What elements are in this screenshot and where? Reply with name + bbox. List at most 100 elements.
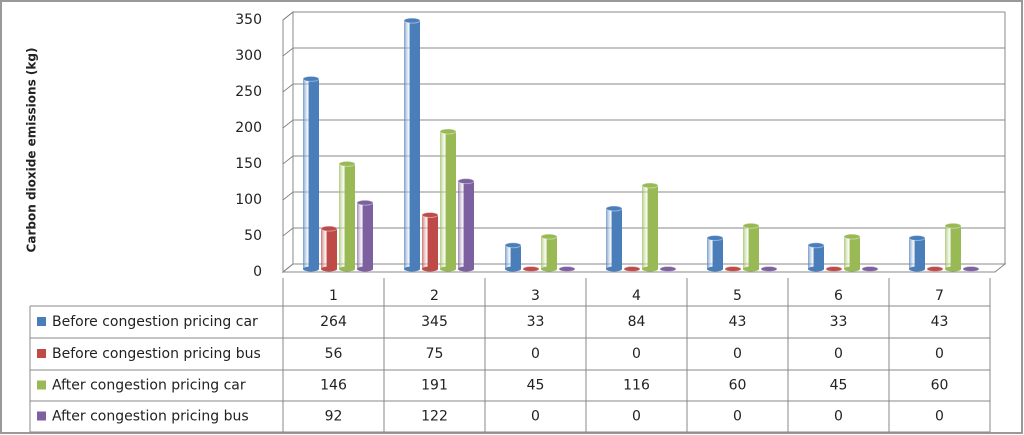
bar [844, 236, 860, 269]
bar [440, 131, 456, 269]
bar-top [926, 266, 944, 272]
grid-line [282, 155, 1005, 165]
bar [422, 215, 438, 269]
y-tick-label: 50 [244, 228, 262, 244]
bar-top [807, 242, 825, 249]
legend-swatch [37, 380, 46, 390]
table-value: 45 [527, 378, 545, 394]
bar-top [540, 233, 558, 240]
bar-top [962, 266, 980, 272]
bar-top [944, 222, 962, 229]
y-axis-label: Carbon dioxide emissions (kg) [25, 48, 39, 253]
bar-base [945, 266, 961, 272]
grid-line [282, 191, 1005, 201]
grid-line [282, 119, 1005, 129]
x-tick-label: 5 [733, 288, 742, 304]
grid-line [282, 263, 1005, 273]
table-value: 0 [531, 346, 540, 362]
bar-top [558, 266, 576, 272]
bar [321, 228, 337, 269]
bar-top [605, 205, 623, 212]
bar-base [458, 266, 474, 272]
bar-top [338, 160, 356, 167]
grid-line [282, 47, 1005, 57]
x-tick-label: 4 [632, 288, 641, 304]
bar-base [440, 266, 456, 272]
bar-top [843, 233, 861, 240]
table-value: 43 [931, 314, 949, 330]
y-tick-label: 300 [235, 48, 262, 64]
bar-base [303, 266, 319, 272]
legend-label: Before congestion pricing car [52, 314, 258, 330]
bar-top [421, 212, 439, 218]
table-value: 84 [628, 314, 646, 330]
bar [707, 238, 723, 269]
bar [945, 225, 961, 269]
table-value: 116 [623, 378, 650, 394]
bar [505, 245, 521, 269]
table-value: 0 [834, 409, 843, 425]
grid-line [282, 11, 1005, 21]
bar [303, 78, 319, 269]
table-value: 191 [421, 378, 448, 394]
bar-top [623, 266, 641, 272]
bar-top [320, 225, 338, 232]
bar-top [742, 222, 760, 229]
bar-base [606, 266, 622, 272]
bar [458, 181, 474, 269]
bar-top [403, 17, 421, 24]
legend-label: Before congestion pricing bus [52, 346, 261, 362]
bar-base [505, 266, 521, 272]
table-value: 345 [421, 314, 448, 330]
bar-base [909, 266, 925, 272]
bar-top [457, 178, 475, 185]
bar [357, 202, 373, 269]
table-value: 92 [325, 409, 343, 425]
bar-top [504, 242, 522, 249]
legend-label: After congestion pricing car [52, 378, 246, 394]
y-tick-label: 0 [253, 264, 262, 280]
bar-base [404, 266, 420, 272]
y-tick-label: 100 [235, 192, 262, 208]
bar-top [356, 199, 374, 206]
legend-swatch [37, 411, 46, 421]
bar [606, 208, 622, 269]
table-value: 122 [421, 409, 448, 425]
table-value: 146 [320, 378, 347, 394]
bar [339, 163, 355, 269]
bar-top [302, 75, 320, 82]
bar-base [422, 266, 438, 272]
y-tick-label: 250 [235, 84, 262, 100]
table-value: 264 [320, 314, 347, 330]
bar-top [439, 128, 457, 135]
grid-line [282, 83, 1005, 93]
table-value: 0 [834, 346, 843, 362]
bar [642, 185, 658, 269]
bar-top [706, 235, 724, 242]
bar-base [743, 266, 759, 272]
x-tick-label: 7 [935, 288, 944, 304]
bar-base [339, 266, 355, 272]
bar-base [808, 266, 824, 272]
grid-line [282, 227, 1005, 237]
plot-wall [282, 10, 294, 274]
table-value: 75 [426, 346, 444, 362]
table-value: 45 [830, 378, 848, 394]
table-value: 33 [830, 314, 848, 330]
legend-swatch [37, 349, 46, 358]
bar [909, 238, 925, 269]
bar-top [861, 266, 879, 272]
bar [404, 20, 420, 269]
bar [743, 225, 759, 269]
legend-swatch [37, 317, 46, 326]
bar-base [844, 266, 860, 272]
bar-top [641, 182, 659, 189]
bar-base [642, 266, 658, 272]
table-value: 56 [325, 346, 343, 362]
y-tick-label: 150 [235, 156, 262, 172]
table-value: 0 [531, 409, 540, 425]
table-value: 0 [733, 409, 742, 425]
bar-base [321, 266, 337, 272]
